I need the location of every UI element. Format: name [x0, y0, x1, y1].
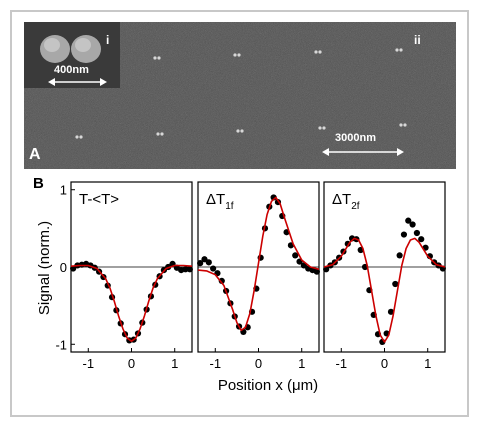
y-tick-label: -1 [55, 337, 67, 352]
data-point [70, 265, 77, 272]
panel-a-label: A [29, 146, 41, 163]
data-point [218, 277, 225, 285]
fit-line [323, 237, 446, 343]
inset-label: i [106, 33, 110, 47]
x-tick-label: 0 [381, 356, 388, 371]
subplot-title-subscript: 1f [225, 201, 234, 212]
x-tick-label: 1 [424, 356, 431, 371]
data-point [409, 221, 416, 228]
x-tick-label: 0 [128, 356, 135, 371]
data-point [405, 217, 412, 224]
fit-line [70, 264, 193, 342]
y-tick-label: 1 [60, 183, 67, 198]
subplot-1: -1 0 1 -1 0 1 T-<T> [55, 181, 193, 371]
data-point [392, 280, 399, 288]
x-tick-label: 0 [255, 356, 262, 371]
sem-texture [24, 22, 456, 169]
subplot-title: T-<T> [79, 191, 119, 208]
data-point [396, 252, 403, 259]
data-point [210, 265, 217, 272]
inset-scale-arrow [48, 78, 107, 86]
data-point [418, 236, 425, 243]
inset-scale-label: 400nm [54, 64, 89, 76]
fit-line [197, 196, 320, 332]
data-point [205, 259, 212, 266]
main-scale-label: 3000nm [335, 132, 376, 144]
data-point [197, 260, 204, 267]
x-tick-label: -1 [210, 356, 222, 371]
y-axis-label: Signal (norm.) [36, 221, 53, 315]
main-scale-arrow [322, 148, 404, 156]
nanoparticle-pairs [75, 48, 407, 139]
y-tick-label: 0 [60, 260, 67, 275]
x-tick-label: -1 [83, 356, 95, 371]
subplot-title-subscript: 2f [351, 201, 360, 212]
x-tick-label: 1 [171, 356, 178, 371]
data-point [292, 252, 299, 259]
main-image-label: ii [414, 33, 421, 47]
x-tick-label: 1 [298, 356, 305, 371]
data-point [182, 266, 189, 273]
x-tick-label: -1 [336, 356, 348, 371]
data-point [201, 256, 208, 263]
data-point [387, 308, 395, 315]
sem-image: i ii 400nm 3000nm A [24, 22, 456, 169]
panel-b-label: B [33, 175, 44, 192]
data-point [186, 266, 193, 273]
data-point [400, 231, 408, 238]
sem-inset [24, 22, 120, 88]
x-axis-label: Position x (μm) [218, 377, 318, 394]
data-point [413, 229, 421, 237]
data-point [323, 266, 330, 273]
data-point [313, 268, 320, 275]
